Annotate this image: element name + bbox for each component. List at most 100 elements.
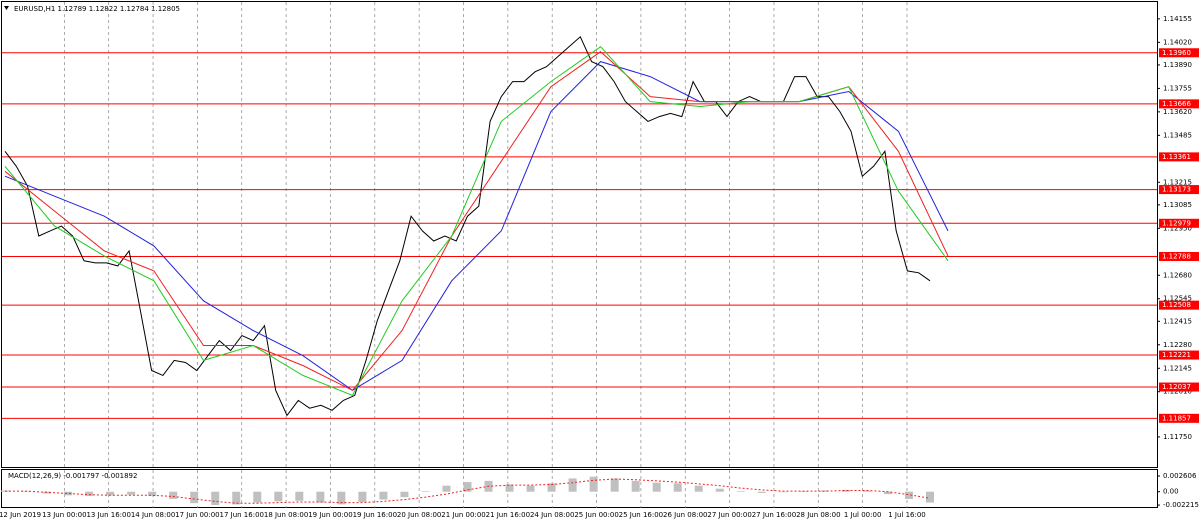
x-tick-label: 26 Jun 08:00 bbox=[663, 511, 707, 519]
y-tick-label: 1.12280 bbox=[1163, 341, 1192, 349]
level-label-box bbox=[1159, 350, 1199, 360]
main-frame bbox=[1, 1, 1158, 468]
macd-bar bbox=[547, 483, 556, 492]
macd-bar bbox=[631, 480, 640, 492]
x-tick-label: 27 Jun 16:00 bbox=[752, 511, 796, 519]
macd-bar bbox=[106, 491, 115, 496]
x-tick-label: 13 Jun 00:00 bbox=[42, 511, 86, 519]
macd-bar bbox=[463, 482, 472, 492]
y-tick-label: 1.14020 bbox=[1163, 38, 1192, 46]
y-tick-label: 1.12950 bbox=[1163, 224, 1192, 232]
macd-bar bbox=[778, 491, 787, 493]
macd-y-tick-label: 0.00 bbox=[1163, 488, 1179, 496]
macd-bar bbox=[736, 491, 745, 492]
macd-bar bbox=[694, 485, 703, 492]
macd-bar bbox=[211, 491, 220, 505]
macd-bar bbox=[862, 490, 871, 492]
level-label-box bbox=[1159, 251, 1199, 261]
level-label: 1.12221 bbox=[1162, 351, 1191, 359]
x-tick-label: 28 Jun 08:00 bbox=[796, 511, 840, 519]
level-label: 1.12508 bbox=[1162, 301, 1191, 309]
macd-bar bbox=[85, 491, 94, 496]
y-tick-label: 1.13485 bbox=[1163, 131, 1192, 139]
level-label: 1.13666 bbox=[1162, 100, 1191, 108]
level-label-box bbox=[1159, 413, 1199, 423]
macd-bar bbox=[841, 489, 850, 492]
macd-bar bbox=[337, 491, 346, 505]
level-label: 1.12788 bbox=[1162, 252, 1191, 260]
level-label: 1.13361 bbox=[1162, 153, 1191, 161]
y-tick-label: 1.13890 bbox=[1163, 61, 1192, 69]
level-label: 1.13960 bbox=[1162, 49, 1191, 57]
macd-bar bbox=[43, 491, 52, 494]
level-label: 1.11857 bbox=[1162, 414, 1191, 422]
y-tick-label: 1.13215 bbox=[1163, 178, 1192, 186]
y-tick-label: 1.14155 bbox=[1163, 15, 1192, 23]
x-tick-label: 21 Jun 16:00 bbox=[486, 511, 530, 519]
y-tick-label: 1.12145 bbox=[1163, 364, 1192, 372]
macd-bar bbox=[610, 478, 619, 492]
macd-bar bbox=[253, 491, 262, 503]
macd-bar bbox=[64, 491, 73, 496]
level-label: 1.13173 bbox=[1162, 186, 1191, 194]
x-tick-label: 25 Jun 00:00 bbox=[574, 511, 618, 519]
macd-bar bbox=[757, 491, 766, 493]
y-tick-label: 1.12415 bbox=[1163, 317, 1192, 325]
macd-bar bbox=[400, 491, 409, 498]
level-label-box bbox=[1159, 300, 1199, 310]
level-label-box bbox=[1159, 152, 1199, 162]
macd-bar bbox=[190, 491, 199, 504]
macd-signal bbox=[5, 478, 931, 504]
macd-frame bbox=[1, 469, 1158, 508]
x-tick-label: 21 Jun 00:00 bbox=[441, 511, 485, 519]
x-tick-label: 1 Jul 00:00 bbox=[844, 511, 882, 519]
y-tick-label: 1.13620 bbox=[1163, 108, 1192, 116]
macd-bar bbox=[232, 491, 241, 505]
x-tick-label: 17 Jun 16:00 bbox=[220, 511, 264, 519]
x-tick-label: 24 Jun 08:00 bbox=[530, 511, 574, 519]
chart-title: EURUSD,H1 1.12789 1.12822 1.12784 1.1280… bbox=[14, 5, 180, 13]
x-tick-label: 27 Jun 00:00 bbox=[707, 511, 751, 519]
macd-bar bbox=[421, 491, 430, 492]
y-tick-label: 1.12545 bbox=[1163, 295, 1192, 303]
menu-arrow[interactable] bbox=[4, 6, 9, 10]
macd-bar bbox=[589, 476, 598, 492]
y-tick-label: 1.11750 bbox=[1163, 433, 1192, 441]
level-label: 1.12979 bbox=[1162, 219, 1191, 227]
macd-bar bbox=[316, 491, 325, 503]
y-tick-label: 1.13755 bbox=[1163, 84, 1192, 92]
macd-bar bbox=[883, 491, 892, 495]
x-tick-label: 20 Jun 08:00 bbox=[397, 511, 441, 519]
macd-bar bbox=[379, 491, 388, 500]
macd-bar bbox=[568, 478, 577, 492]
x-tick-label: 19 Jun 00:00 bbox=[308, 511, 352, 519]
level-label-box bbox=[1159, 99, 1199, 109]
macd-bar bbox=[127, 491, 136, 495]
macd-bar bbox=[673, 483, 682, 492]
level-label-box bbox=[1159, 185, 1199, 195]
macd-bar bbox=[295, 491, 304, 501]
macd-bar bbox=[442, 485, 451, 492]
y-tick-label: 1.12010 bbox=[1163, 388, 1192, 396]
macd-bar bbox=[505, 484, 514, 492]
macd-bar bbox=[358, 491, 367, 502]
macd-bar bbox=[820, 490, 829, 492]
macd-bar bbox=[526, 485, 535, 492]
x-tick-label: 14 Jun 08:00 bbox=[131, 511, 175, 519]
macd-y-tick-label: -0.002215 bbox=[1163, 501, 1199, 509]
x-tick-label: 18 Jun 08:00 bbox=[264, 511, 308, 519]
x-tick-label: 17 Jun 00:00 bbox=[175, 511, 219, 519]
moving-average bbox=[4, 46, 949, 397]
macd-bar bbox=[926, 491, 934, 503]
x-tick-label: 25 Jun 16:00 bbox=[619, 511, 663, 519]
level-label-box bbox=[1159, 218, 1199, 228]
macd-bar bbox=[715, 488, 724, 492]
macd-y-tick-label: 0.002606 bbox=[1163, 472, 1197, 480]
level-label: 1.12037 bbox=[1162, 383, 1191, 391]
y-tick-label: 1.12680 bbox=[1163, 271, 1192, 279]
macd-bar bbox=[169, 491, 178, 499]
x-tick-label: 13 Jun 16:00 bbox=[86, 511, 130, 519]
